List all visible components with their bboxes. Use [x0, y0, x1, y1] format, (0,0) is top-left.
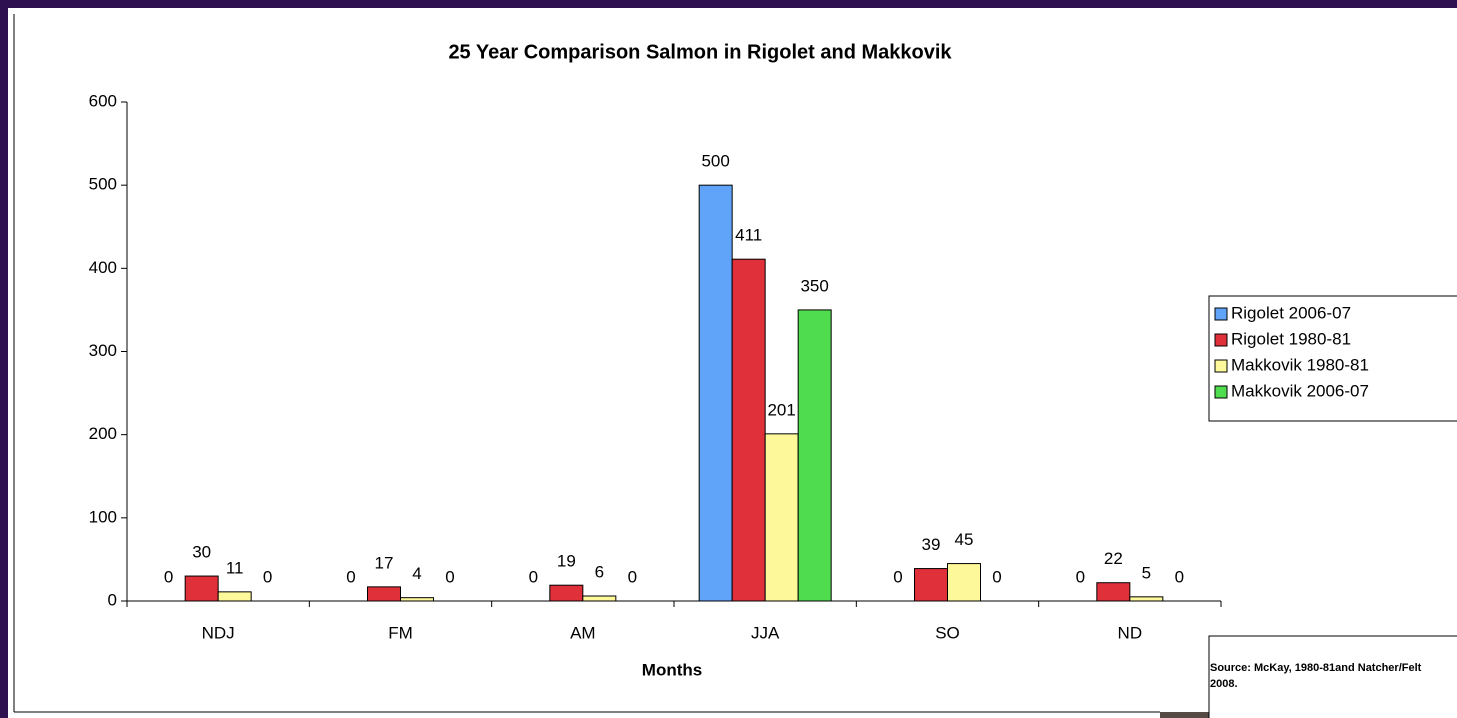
legend-label: Rigolet 1980-81	[1231, 329, 1351, 348]
bar	[549, 584, 584, 602]
legend-box	[1208, 295, 1457, 422]
data-label: 350	[800, 276, 828, 295]
y-tick-label: 600	[89, 91, 117, 110]
data-label: 500	[701, 152, 729, 171]
bar	[217, 591, 252, 602]
x-tick-label: AM	[570, 623, 596, 642]
legend-label: Makkovik 1980-81	[1231, 355, 1369, 374]
y-tick-label: 400	[89, 258, 117, 277]
data-label: 0	[346, 567, 355, 586]
bar	[184, 575, 219, 602]
legend-label: Rigolet 2006-07	[1231, 303, 1351, 322]
data-label: 0	[445, 567, 454, 586]
data-label: 0	[1076, 567, 1085, 586]
bar	[400, 597, 434, 602]
x-tick-label: SO	[935, 623, 960, 642]
bar	[797, 309, 832, 602]
data-label: 6	[595, 562, 604, 581]
source-box	[1208, 635, 1457, 718]
data-label: 22	[1104, 549, 1123, 568]
bar	[764, 433, 799, 602]
y-tick-label: 0	[108, 590, 117, 609]
x-tick-label: JJA	[751, 623, 780, 642]
data-label: 0	[164, 567, 173, 586]
data-label: 0	[893, 567, 902, 586]
bar	[582, 595, 617, 602]
data-label: 201	[767, 400, 795, 419]
data-label: 0	[529, 567, 538, 586]
legend-swatch	[1214, 385, 1228, 399]
bar	[1129, 596, 1164, 602]
chart-title: 25 Year Comparison Salmon in Rigolet and…	[448, 41, 952, 63]
data-label: 5	[1142, 563, 1151, 582]
data-label: 0	[263, 567, 272, 586]
x-tick-label: FM	[388, 623, 413, 642]
bar	[1096, 582, 1131, 602]
photo-fragment	[1160, 712, 1220, 718]
data-label: 30	[192, 543, 211, 562]
data-label: 411	[735, 226, 762, 245]
y-tick-label: 500	[89, 175, 117, 194]
y-tick-label: 100	[89, 507, 117, 526]
bar	[731, 258, 766, 602]
bar	[914, 568, 948, 602]
bar	[947, 563, 981, 602]
x-tick-label: NDJ	[202, 623, 235, 642]
y-tick-label: 200	[89, 424, 117, 443]
frame-left	[0, 0, 8, 718]
legend-swatch	[1214, 359, 1228, 373]
source-note: Source: McKay, 1980-81and Natcher/Felt 2…	[1210, 662, 1422, 690]
data-label: 0	[1175, 567, 1184, 586]
data-label: 11	[226, 558, 244, 577]
legend-label: Makkovik 2006-07	[1231, 381, 1369, 400]
legend-swatch	[1214, 307, 1228, 321]
x-tick-label: ND	[1118, 623, 1143, 642]
bar	[698, 184, 733, 602]
data-label: 17	[375, 553, 394, 572]
x-axis-title: Months	[642, 660, 702, 679]
data-label: 19	[557, 552, 576, 571]
frame-top	[0, 0, 1457, 8]
y-tick-label: 300	[89, 341, 117, 360]
bar	[367, 586, 401, 602]
legend-swatch	[1214, 333, 1228, 347]
data-label: 45	[955, 530, 974, 549]
data-label: 39	[922, 535, 941, 554]
data-label: 4	[412, 564, 421, 583]
data-label: 0	[992, 567, 1001, 586]
data-label: 0	[628, 567, 637, 586]
